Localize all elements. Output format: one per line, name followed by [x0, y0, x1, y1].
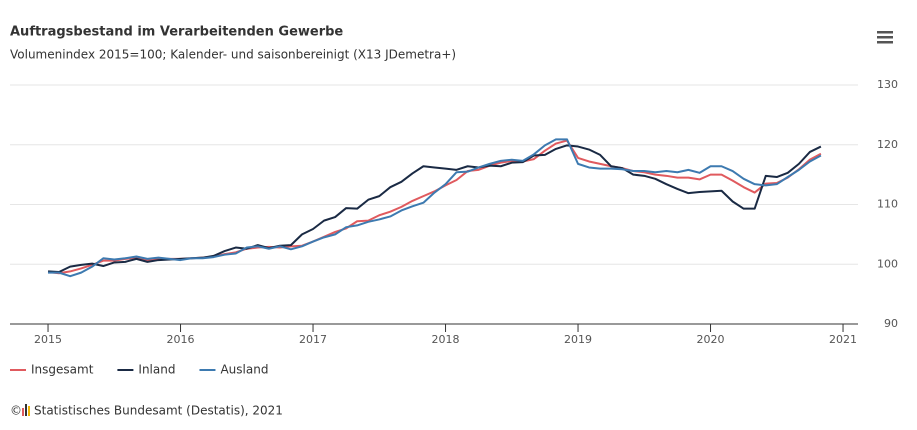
x-tick-label: 2021 [829, 333, 857, 346]
y-tick-label: 100 [877, 257, 898, 270]
legend-label[interactable]: Ausland [220, 363, 268, 377]
y-tick-label: 130 [877, 78, 898, 91]
y-tick-label: 110 [877, 198, 898, 211]
legend-label[interactable]: Insgesamt [31, 363, 94, 377]
x-tick-label: 2017 [299, 333, 327, 346]
x-tick-label: 2018 [432, 333, 460, 346]
copyright: © [10, 404, 22, 418]
x-tick-label: 2015 [34, 333, 62, 346]
x-tick-label: 2016 [167, 333, 195, 346]
destatis-logo [22, 404, 30, 416]
chart-subtitle: Volumenindex 2015=100; Kalender- und sai… [10, 48, 456, 62]
source: Statistisches Bundesamt (Destatis), 2021 [34, 404, 283, 418]
legend-label[interactable]: Inland [138, 363, 175, 377]
x-tick-label: 2019 [564, 333, 592, 346]
series-line [47, 144, 822, 274]
y-tick-label: 90 [884, 317, 898, 330]
menu-button[interactable] [877, 31, 893, 44]
y-tick-label: 120 [877, 138, 898, 151]
series-line [48, 138, 822, 278]
series-line [47, 139, 822, 275]
chart-title: Auftragsbestand im Verarbeitenden Gewerb… [10, 25, 343, 40]
x-tick-label: 2020 [697, 333, 725, 346]
